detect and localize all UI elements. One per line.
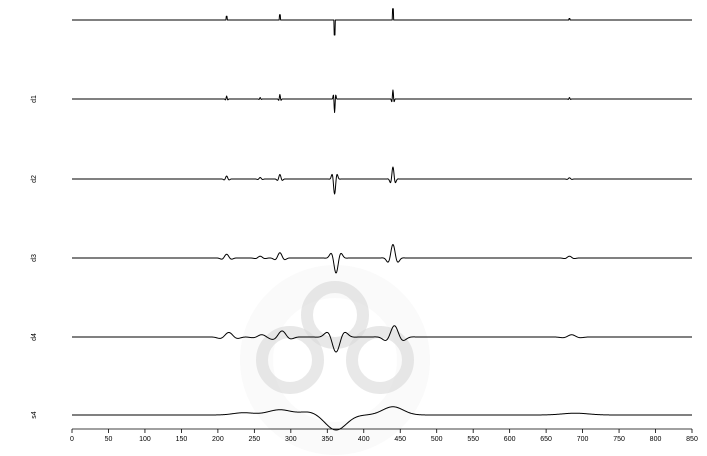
row-label-d1: d1 <box>31 95 38 103</box>
traces <box>71 8 693 431</box>
x-tick-label: 600 <box>504 436 516 443</box>
x-tick-label: 350 <box>321 436 333 443</box>
x-tick-label: 250 <box>249 436 261 443</box>
series-line-d4 <box>71 325 693 353</box>
x-tick-label: 100 <box>139 436 151 443</box>
x-tick-label: 700 <box>577 436 589 443</box>
row-label-d4: d4 <box>31 333 38 341</box>
series-line-d2 <box>71 166 693 195</box>
row-label-s4: s4 <box>31 411 38 419</box>
x-tick-label: 200 <box>212 436 224 443</box>
x-tick-label: 800 <box>650 436 662 443</box>
x-tick-label: 850 <box>686 436 698 443</box>
series-line-original <box>71 8 693 36</box>
x-tick-label: 150 <box>176 436 188 443</box>
x-tick-label: 50 <box>105 436 113 443</box>
watermark-logo <box>240 265 430 455</box>
row-label-d2: d2 <box>31 175 38 183</box>
x-tick-label: 450 <box>394 436 406 443</box>
row-labels: d1 d2 d3 d4 s4 <box>31 95 38 419</box>
x-axis: 0 50 100 150 200 250 300 350 400 450 500 550 600 650 7… <box>70 428 698 443</box>
x-tick-label: 750 <box>613 436 625 443</box>
series-line-s4 <box>71 406 693 431</box>
x-tick-label: 650 <box>540 436 552 443</box>
series-line-d3 <box>71 244 693 274</box>
row-label-d3: d3 <box>31 254 38 262</box>
x-tick-label: 0 <box>70 436 74 443</box>
x-tick-label: 500 <box>431 436 443 443</box>
series-line-d1 <box>71 89 693 113</box>
x-tick-label: 400 <box>358 436 370 443</box>
x-tick-label: 550 <box>467 436 479 443</box>
x-tick-label: 300 <box>285 436 297 443</box>
